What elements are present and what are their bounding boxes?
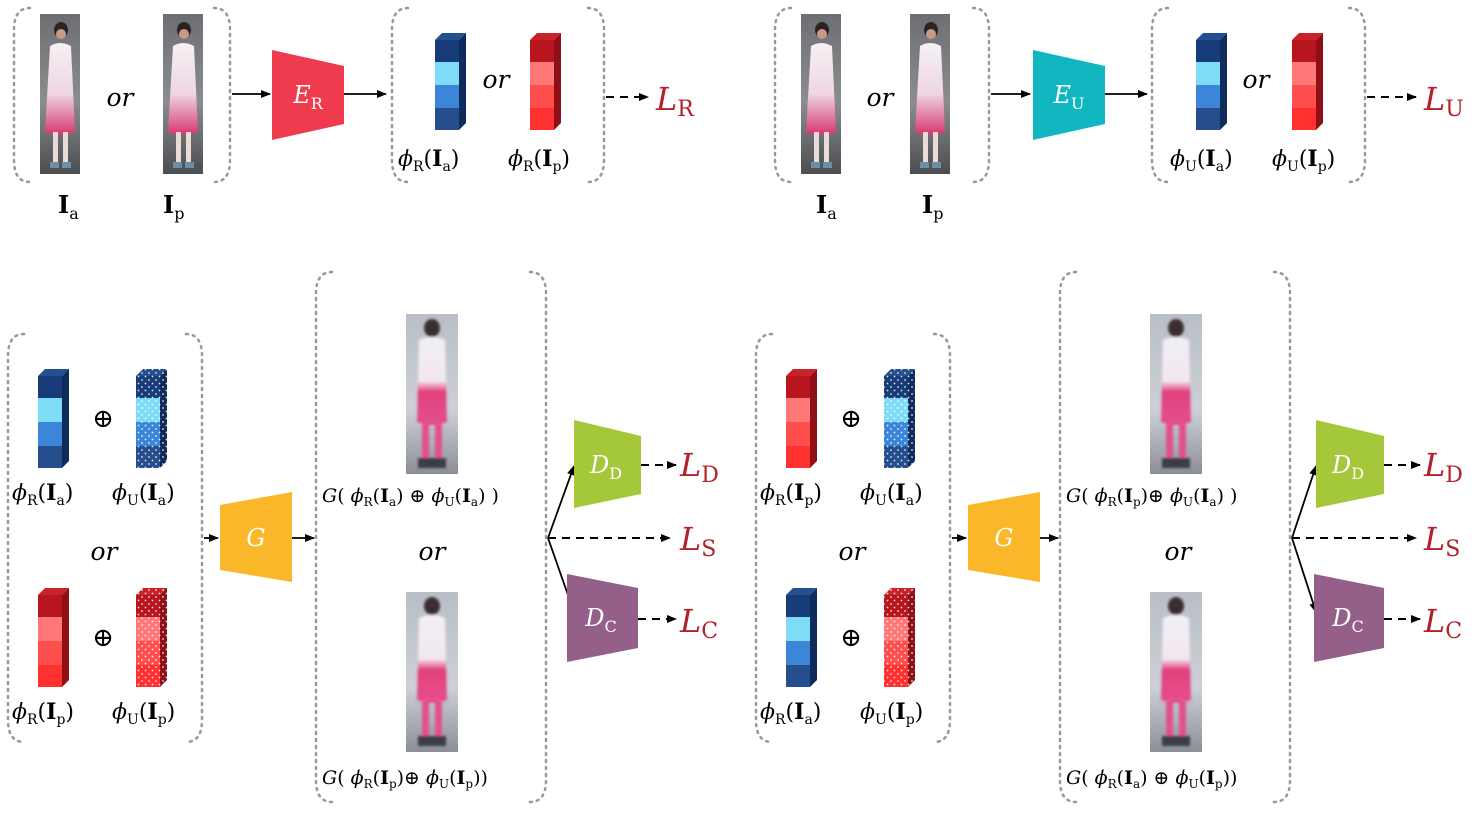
- generated-image-1: [1150, 314, 1202, 474]
- or-text: or: [1164, 537, 1193, 566]
- or-text: or: [418, 537, 447, 566]
- feature-label: ϕR(Ia): [12, 480, 73, 509]
- feature-label-u-anchor: ϕU(Ia): [1170, 146, 1233, 175]
- top-left-panel: or Ia Ip ER or ϕR(Ia) ϕR(Ip): [12, 6, 695, 223]
- encoder-u-block: [1033, 50, 1105, 140]
- encoder-u-label: EU: [1052, 81, 1084, 113]
- person-photo-anchor: [40, 14, 80, 174]
- feature-label: ϕR(Ip): [12, 699, 74, 728]
- or-text: or: [482, 65, 511, 94]
- arrow: [547, 465, 575, 539]
- generator-label: G: [994, 524, 1013, 552]
- discriminator-c-label: DC: [1331, 604, 1364, 636]
- generated-bracket: [314, 270, 548, 804]
- feature-pair-bracket: [6, 332, 204, 744]
- feature-bracket: [1150, 6, 1367, 184]
- feature-vector-red: [38, 588, 69, 687]
- feature-label: ϕU(Ia): [860, 480, 923, 509]
- input-label-anchor: Ia: [58, 190, 79, 223]
- oplus-symbol: ⊕: [92, 623, 114, 653]
- input-bracket: [12, 6, 232, 184]
- or-text: or: [106, 83, 135, 112]
- feature-label-r-anchor: ϕR(Ia): [398, 146, 459, 175]
- feature-vector-blue: [38, 369, 69, 468]
- loss-r-label: LR: [655, 80, 695, 122]
- input-bracket: [773, 6, 991, 184]
- feature-vector-blue: [786, 588, 817, 687]
- or-text: or: [90, 537, 119, 566]
- generated-label-2: G( ϕR(Ia) ⊕ ϕU(Ip)): [1066, 767, 1237, 791]
- discriminator-c-label: DC: [584, 604, 617, 636]
- discriminator-d-block: [574, 420, 641, 508]
- feature-label: ϕU(Ia): [112, 480, 175, 509]
- generated-label-1: G( ϕR(Ia) ⊕ ϕU(Ia) ): [322, 485, 499, 509]
- discriminator-d-label: DD: [589, 451, 622, 483]
- generator-label: G: [246, 524, 265, 552]
- feature-vector-blue-dotted: [136, 369, 167, 468]
- oplus-symbol: ⊕: [840, 404, 862, 434]
- feature-label: ϕR(Ia): [760, 699, 821, 728]
- generated-image-2: [406, 592, 458, 752]
- generator-block: [968, 492, 1040, 582]
- arrow: [1291, 537, 1318, 613]
- discriminator-d-block: [1316, 420, 1384, 508]
- person-photo-positive: [910, 14, 950, 174]
- feature-vector-red: [1292, 33, 1323, 130]
- feature-vector-blue: [1196, 33, 1227, 130]
- oplus-symbol: ⊕: [92, 404, 114, 434]
- generated-label-1: G( ϕR(Ip)⊕ ϕU(Ia) ): [1066, 485, 1237, 509]
- feature-label: ϕU(Ip): [112, 699, 175, 728]
- feature-vector-red-dotted: [884, 588, 915, 687]
- loss-d-label: LD: [1423, 446, 1463, 488]
- or-text: or: [838, 537, 867, 566]
- feature-vector-red-dotted: [136, 588, 167, 687]
- arrow: [1291, 465, 1317, 539]
- loss-s-label: LS: [1423, 520, 1460, 562]
- input-label-anchor: Ia: [816, 190, 837, 223]
- generated-image-2: [1150, 592, 1202, 752]
- feature-vector-blue: [435, 33, 466, 130]
- top-right-panel: or Ia Ip EU or ϕU(Ia) ϕU(Ip) LU: [773, 6, 1464, 223]
- input-label-positive: Ip: [922, 190, 943, 223]
- generated-label-2: G( ϕR(Ip)⊕ ϕU(Ip)): [322, 767, 488, 791]
- feature-vector-blue-dotted: [884, 369, 915, 468]
- loss-c-label: LC: [679, 602, 718, 644]
- bottom-left-panel: ⊕ ϕR(Ia) ϕU(Ia) or ⊕: [6, 270, 719, 804]
- feature-pair-bracket: [754, 332, 952, 744]
- feature-vector-red: [786, 369, 817, 468]
- loss-c-label: LC: [1423, 602, 1462, 644]
- encoder-r-label: ER: [292, 81, 324, 113]
- input-label-positive: Ip: [163, 190, 184, 223]
- feature-label: ϕR(Ip): [760, 480, 822, 509]
- or-text: or: [866, 83, 895, 112]
- oplus-symbol: ⊕: [840, 623, 862, 653]
- person-photo-positive: [163, 14, 203, 174]
- feature-label: ϕU(Ip): [860, 699, 923, 728]
- loss-d-label: LD: [679, 446, 719, 488]
- feature-vector-red: [530, 33, 561, 130]
- feature-label-u-positive: ϕU(Ip): [1272, 146, 1335, 175]
- feature-bracket: [390, 6, 606, 184]
- feature-label-r-positive: ϕR(Ip): [508, 146, 570, 175]
- discriminator-c-block: [1314, 574, 1384, 662]
- generated-image-1: [406, 314, 458, 474]
- discriminator-c-block: [567, 574, 638, 662]
- generated-bracket: [1058, 270, 1292, 804]
- or-text: or: [1242, 65, 1271, 94]
- encoder-r-block: [272, 50, 344, 140]
- generator-block: [220, 492, 292, 582]
- person-photo-anchor: [801, 14, 841, 174]
- bottom-right-panel: ⊕ ϕR(Ip) ϕU(Ia) or ⊕: [754, 270, 1463, 804]
- loss-s-label: LS: [679, 520, 716, 562]
- discriminator-d-label: DD: [1331, 451, 1364, 483]
- loss-u-label: LU: [1423, 80, 1464, 122]
